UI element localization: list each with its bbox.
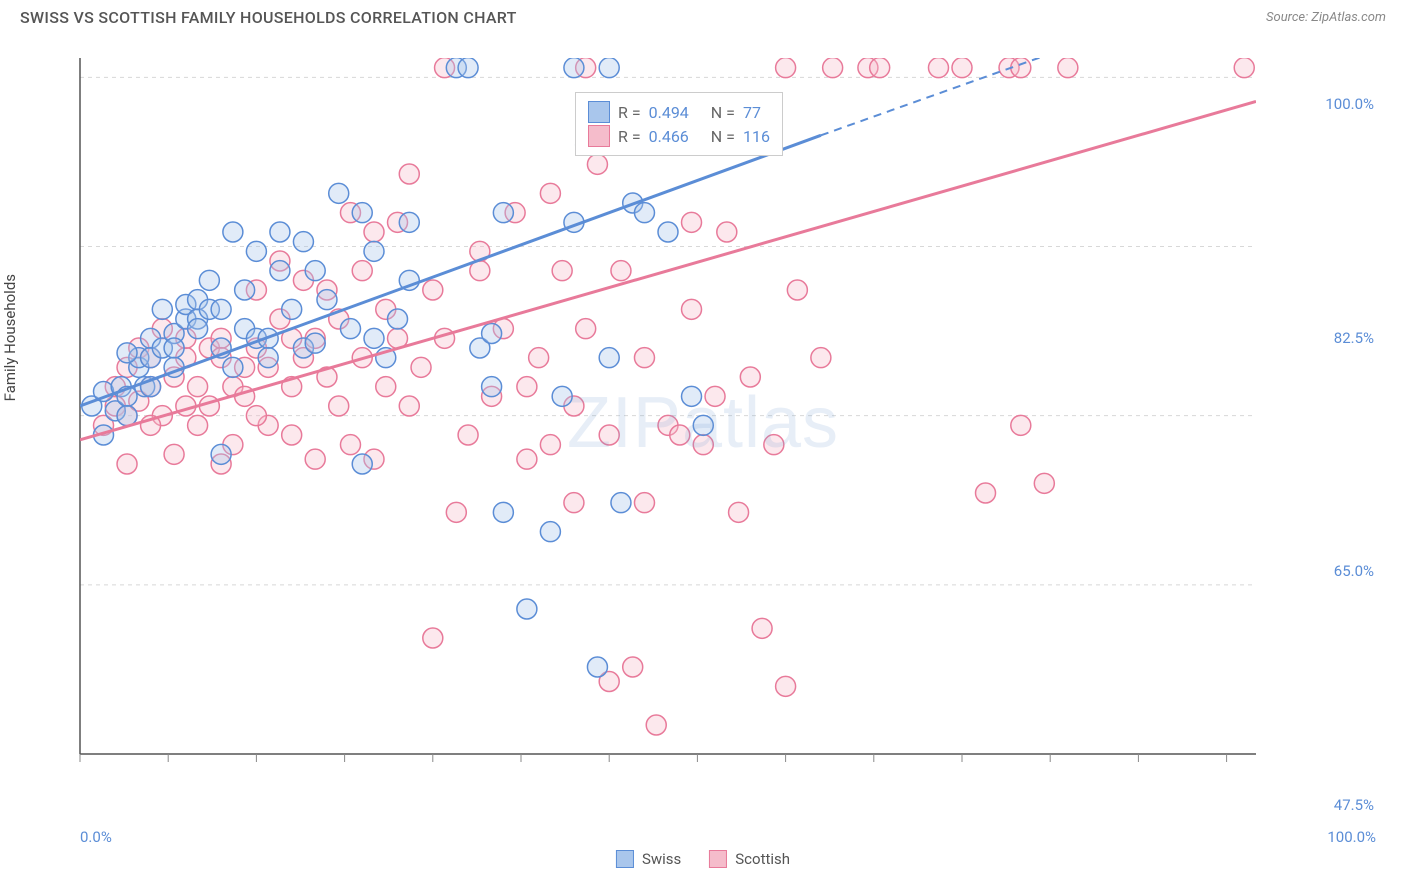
legend-item-scottish: Scottish [709,850,790,868]
legend-item-swiss: Swiss [616,850,681,868]
x-tick: 100.0% [1327,828,1376,846]
y-tick: 82.5% [1325,329,1374,347]
r-value: 0.466 [649,127,689,146]
series-legend: Swiss Scottish [616,850,790,868]
swatch-swiss [588,101,610,123]
swatch-scottish [588,125,610,147]
chart-source: Source: ZipAtlas.com [1266,10,1386,25]
chart-container: Family Households ZIPatlas R = 0.494 N =… [20,40,1386,872]
legend-label: Scottish [735,850,790,868]
n-value: 116 [743,127,770,146]
r-value: 0.494 [649,103,689,122]
r-label: R = [618,127,641,146]
n-label: N = [711,127,735,146]
y-axis-label: Family Households [1,274,19,401]
swatch-swiss [616,850,634,868]
swatch-scottish [709,850,727,868]
y-tick: 47.5% [1325,796,1374,814]
y-tick: 65.0% [1325,562,1374,580]
n-label: N = [711,103,735,122]
y-axis-tick-labels: 100.0% 82.5% 65.0% 47.5% [1325,95,1374,814]
x-axis-tick-labels: 0.0% 100.0% [80,828,1376,846]
chart-header: SWISS VS SCOTTISH FAMILY HOUSEHOLDS CORR… [0,0,1406,33]
legend-row-swiss: R = 0.494 N = 77 [588,101,770,123]
legend-label: Swiss [642,850,681,868]
r-label: R = [618,103,641,122]
x-tick: 0.0% [80,828,112,846]
y-tick: 100.0% [1325,95,1374,113]
correlation-legend: R = 0.494 N = 77 R = 0.466 N = 116 [575,92,783,156]
chart-title: SWISS VS SCOTTISH FAMILY HOUSEHOLDS CORR… [20,8,517,27]
n-value: 77 [743,103,761,122]
legend-row-scottish: R = 0.466 N = 116 [588,125,770,147]
